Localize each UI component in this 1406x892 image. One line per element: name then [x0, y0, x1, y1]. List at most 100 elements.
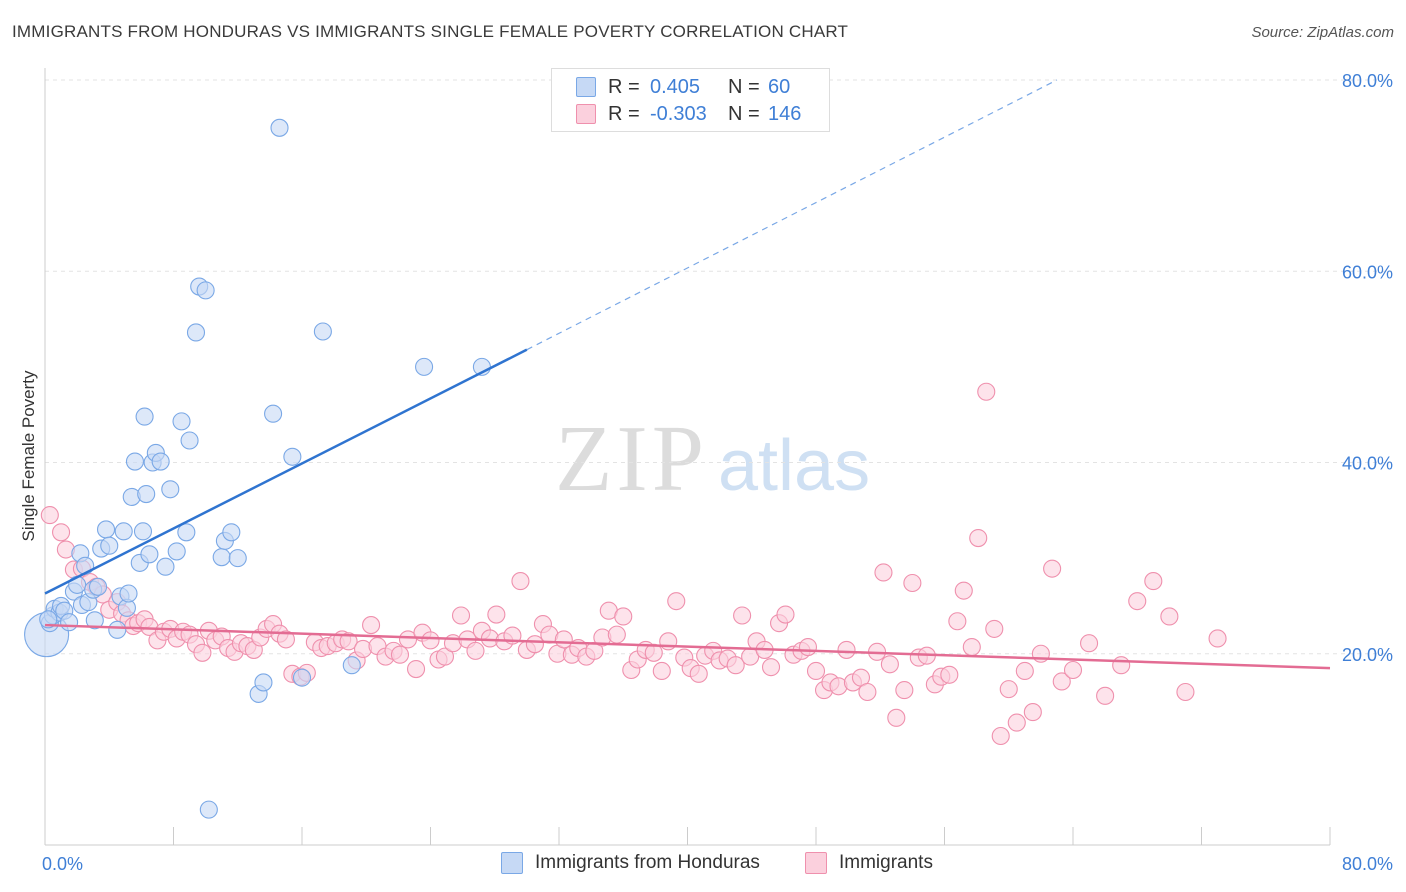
point-immigrants [1208, 629, 1227, 648]
point-immigrants [1023, 703, 1042, 722]
point-honduras [254, 673, 273, 692]
point-honduras [212, 548, 231, 567]
legend-r-value: 0.405 [650, 75, 701, 98]
point-honduras [342, 656, 361, 675]
point-immigrants [652, 661, 671, 681]
watermark-zip: ZIP [555, 407, 708, 511]
point-immigrants [689, 664, 708, 683]
legend-n-value: 60 [768, 75, 791, 98]
point-honduras [39, 610, 58, 629]
point-immigrants [667, 592, 686, 611]
x-tick-label: 80.0% [1342, 854, 1393, 874]
point-immigrants [614, 607, 633, 626]
point-immigrants [940, 665, 959, 684]
point-immigrants [193, 643, 212, 662]
point-immigrants [487, 605, 506, 624]
bottom-legend-label-immigrants: Immigrants [839, 852, 933, 873]
legend-r-value: -0.303 [650, 102, 707, 125]
point-honduras [264, 404, 283, 423]
point-immigrants [1015, 661, 1034, 681]
legend-n-value: 146 [768, 102, 802, 125]
point-honduras [114, 522, 133, 541]
point-honduras [167, 542, 186, 561]
bottom-legend-swatch-immigrants [805, 852, 827, 874]
point-honduras [180, 431, 199, 450]
point-immigrants [1160, 607, 1179, 626]
point-immigrants [525, 635, 544, 654]
point-honduras [292, 668, 312, 687]
point-immigrants [435, 647, 455, 666]
point-immigrants [985, 619, 1004, 638]
point-honduras [161, 480, 180, 499]
watermark-atlas: atlas [718, 426, 870, 506]
y-axis-label: Single Female Poverty [19, 370, 38, 542]
point-immigrants [466, 641, 485, 660]
point-immigrants [887, 708, 906, 727]
point-immigrants [798, 638, 818, 657]
point-immigrants [977, 382, 996, 401]
point-honduras [133, 522, 153, 541]
data-points [24, 118, 1227, 819]
axes [44, 68, 1331, 846]
point-immigrants [1112, 656, 1131, 675]
point-honduras [415, 357, 434, 376]
point-immigrants [406, 659, 426, 679]
y-tick-label: 20.0% [1342, 645, 1393, 665]
point-immigrants [874, 563, 893, 582]
point-honduras [140, 545, 159, 564]
point-honduras [172, 412, 191, 431]
point-immigrants [806, 661, 826, 681]
point-immigrants [962, 638, 981, 657]
point-honduras [119, 584, 138, 603]
point-honduras [125, 452, 144, 471]
point-immigrants [969, 528, 988, 548]
point-honduras [151, 452, 170, 471]
point-honduras [96, 520, 116, 539]
point-immigrants [421, 631, 440, 650]
point-immigrants [1128, 592, 1147, 611]
x-tick-labels: 0.0% 80.0% [42, 854, 1393, 874]
point-honduras [76, 556, 95, 575]
point-immigrants [776, 605, 795, 624]
point-immigrants [362, 616, 381, 635]
point-immigrants [1063, 660, 1083, 680]
legend-row-immigrants: R = -0.303 N = 146 [576, 102, 801, 126]
correlation-legend: R = 0.405 N = 60 R = -0.303 N = 146 [551, 68, 830, 132]
point-honduras [177, 523, 196, 542]
point-immigrants [1096, 686, 1115, 705]
legend-n-label: N = [728, 102, 760, 125]
point-immigrants [1052, 672, 1071, 691]
x-tick-label: 0.0% [42, 854, 83, 874]
point-immigrants [903, 573, 922, 593]
legend-swatch-honduras [576, 77, 596, 97]
point-immigrants [837, 640, 856, 659]
legend-row-honduras: R = 0.405 N = 60 [576, 75, 790, 99]
source-label: Source: ZipAtlas.com [1251, 24, 1394, 41]
point-immigrants [390, 645, 410, 664]
point-honduras [228, 549, 247, 568]
watermark: ZIP atlas [555, 407, 870, 511]
bottom-legend-honduras: Immigrants from Honduras [501, 852, 760, 874]
point-honduras [60, 613, 79, 632]
point-immigrants [276, 630, 295, 649]
point-honduras [135, 407, 154, 426]
gridlines [45, 79, 1392, 655]
point-immigrants [999, 680, 1018, 699]
point-immigrants [858, 682, 877, 702]
point-immigrants [895, 681, 914, 700]
trend-line-immigrants [44, 623, 1331, 670]
point-immigrants [954, 581, 973, 600]
point-honduras [108, 620, 127, 639]
point-honduras [313, 322, 332, 341]
legend-swatch-immigrants [576, 104, 596, 124]
y-tick-label: 40.0% [1342, 454, 1393, 474]
point-honduras [186, 323, 206, 342]
point-immigrants [339, 632, 358, 651]
point-immigrants [1176, 682, 1195, 702]
point-immigrants [991, 726, 1010, 746]
point-honduras [85, 611, 104, 630]
point-immigrants [511, 572, 530, 591]
chart-title: IMMIGRANTS FROM HONDURAS VS IMMIGRANTS S… [12, 22, 849, 41]
point-honduras [100, 536, 119, 555]
